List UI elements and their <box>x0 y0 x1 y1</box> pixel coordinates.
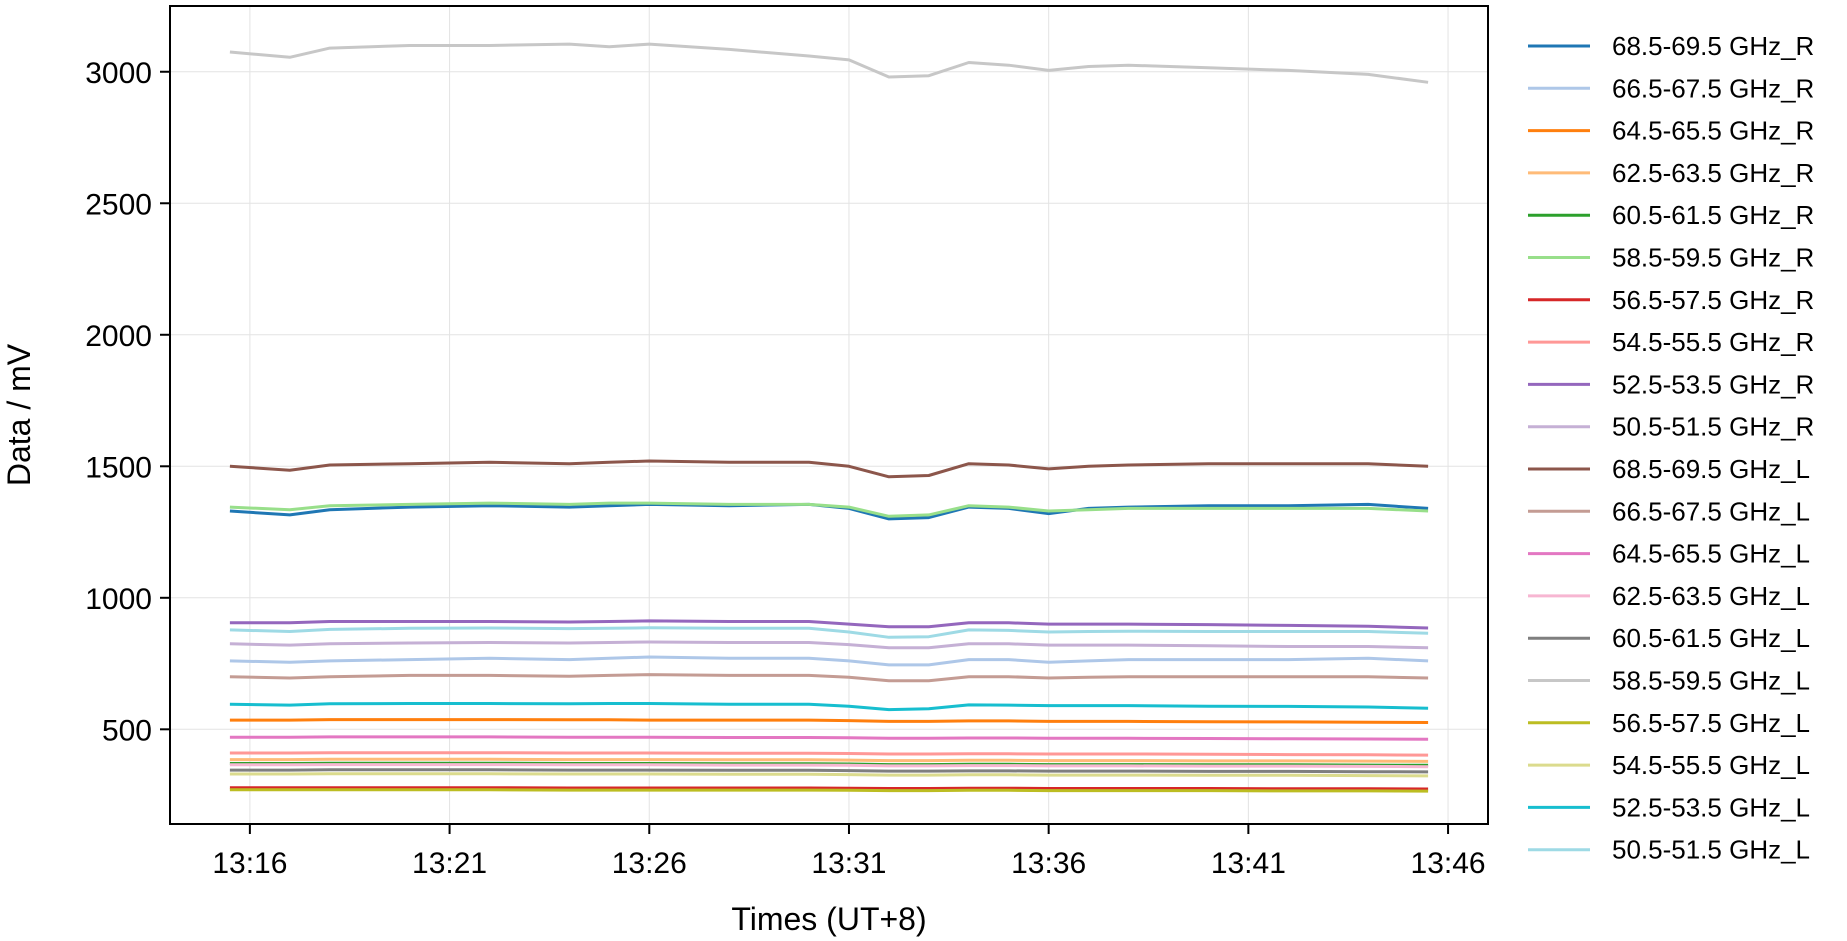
series-line <box>229 502 1429 521</box>
y-tick-label: 1500 <box>85 451 152 484</box>
legend-label: 54.5-55.5 GHz_L <box>1612 750 1810 780</box>
x-tick-label: 13:21 <box>412 847 487 880</box>
x-tick-label: 13:41 <box>1211 847 1286 880</box>
series-line <box>229 501 1429 518</box>
legend-item: 62.5-63.5 GHz_R <box>1528 158 1814 188</box>
legend-item: 54.5-55.5 GHz_L <box>1528 750 1810 780</box>
series-line <box>229 768 1429 774</box>
legend-item: 68.5-69.5 GHz_R <box>1528 31 1814 61</box>
x-tick-label: 13:26 <box>612 847 687 880</box>
legend-item: 64.5-65.5 GHz_L <box>1528 539 1810 569</box>
x-axis-label: Times (UT+8) <box>731 901 926 937</box>
legend-item: 66.5-67.5 GHz_R <box>1528 73 1814 103</box>
series-line <box>229 626 1429 639</box>
series-line <box>229 788 1429 793</box>
legend-label: 56.5-57.5 GHz_L <box>1612 708 1810 738</box>
series-line <box>229 619 1429 630</box>
y-tick-label: 500 <box>102 714 152 747</box>
legend-label: 68.5-69.5 GHz_L <box>1612 454 1810 484</box>
legend-item: 62.5-63.5 GHz_L <box>1528 581 1810 611</box>
y-tick-label: 2000 <box>85 320 152 353</box>
series-line <box>229 702 1429 712</box>
series-line <box>229 786 1429 791</box>
legend-item: 66.5-67.5 GHz_L <box>1528 496 1810 526</box>
series-line <box>229 655 1429 667</box>
legend-item: 50.5-51.5 GHz_R <box>1528 412 1814 442</box>
series-line <box>229 735 1429 741</box>
legend-label: 64.5-65.5 GHz_R <box>1612 116 1814 146</box>
y-tick-label: 2500 <box>85 188 152 221</box>
series-line <box>229 459 1429 479</box>
series-line <box>229 751 1429 757</box>
series-line <box>229 757 1429 763</box>
legend-item: 56.5-57.5 GHz_L <box>1528 708 1810 738</box>
legend-item: 58.5-59.5 GHz_R <box>1528 243 1814 273</box>
legend-label: 50.5-51.5 GHz_L <box>1612 835 1810 865</box>
series-line <box>229 640 1429 650</box>
legend-label: 52.5-53.5 GHz_L <box>1612 792 1810 822</box>
grid <box>170 6 1488 824</box>
legend-label: 58.5-59.5 GHz_R <box>1612 243 1814 273</box>
legend-item: 58.5-59.5 GHz_L <box>1528 666 1810 696</box>
y-tick-label: 3000 <box>85 57 152 90</box>
legend-label: 66.5-67.5 GHz_R <box>1612 73 1814 103</box>
legend-item: 52.5-53.5 GHz_L <box>1528 792 1810 822</box>
legend-label: 58.5-59.5 GHz_L <box>1612 666 1810 696</box>
legend-item: 52.5-53.5 GHz_R <box>1528 369 1814 399</box>
series-line <box>229 772 1429 778</box>
x-tick-label: 13:16 <box>212 847 287 880</box>
legend-label: 54.5-55.5 GHz_R <box>1612 327 1814 357</box>
legend: 68.5-69.5 GHz_R 66.5-67.5 GHz_R 64.5-65.5 … <box>1528 31 1814 865</box>
x-axis: 13:16 13:21 13:26 13:31 13:36 13:41 13:46 <box>212 824 1486 880</box>
x-tick-label: 13:31 <box>811 847 886 880</box>
legend-label: 52.5-53.5 GHz_R <box>1612 369 1814 399</box>
series-line <box>229 673 1429 683</box>
x-tick-label: 13:36 <box>1011 847 1086 880</box>
legend-item: 50.5-51.5 GHz_L <box>1528 835 1810 865</box>
legend-label: 60.5-61.5 GHz_R <box>1612 200 1814 230</box>
legend-item: 54.5-55.5 GHz_R <box>1528 327 1814 357</box>
legend-label: 50.5-51.5 GHz_R <box>1612 412 1814 442</box>
y-axis-label: Data / mV <box>1 343 37 486</box>
legend-label: 64.5-65.5 GHz_L <box>1612 539 1810 569</box>
y-axis: 500 1000 1500 2000 2500 3000 <box>85 57 170 747</box>
legend-label: 62.5-63.5 GHz_L <box>1612 581 1810 611</box>
legend-item: 60.5-61.5 GHz_L <box>1528 623 1810 653</box>
plot-frame <box>169 5 1489 825</box>
legend-label: 66.5-67.5 GHz_L <box>1612 496 1810 526</box>
legend-item: 56.5-57.5 GHz_R <box>1528 285 1814 315</box>
legend-label: 68.5-69.5 GHz_R <box>1612 31 1814 61</box>
y-tick-label: 1000 <box>85 583 152 616</box>
legend-item: 60.5-61.5 GHz_R <box>1528 200 1814 230</box>
series-line <box>229 42 1429 84</box>
legend-label: 56.5-57.5 GHz_R <box>1612 285 1814 315</box>
legend-item: 68.5-69.5 GHz_L <box>1528 454 1810 484</box>
series-line <box>229 718 1429 724</box>
series-line <box>229 763 1429 769</box>
legend-label: 60.5-61.5 GHz_L <box>1612 623 1810 653</box>
legend-label: 62.5-63.5 GHz_R <box>1612 158 1814 188</box>
x-tick-label: 13:46 <box>1411 847 1486 880</box>
series-lines <box>229 42 1429 793</box>
legend-item: 64.5-65.5 GHz_R <box>1528 116 1814 146</box>
